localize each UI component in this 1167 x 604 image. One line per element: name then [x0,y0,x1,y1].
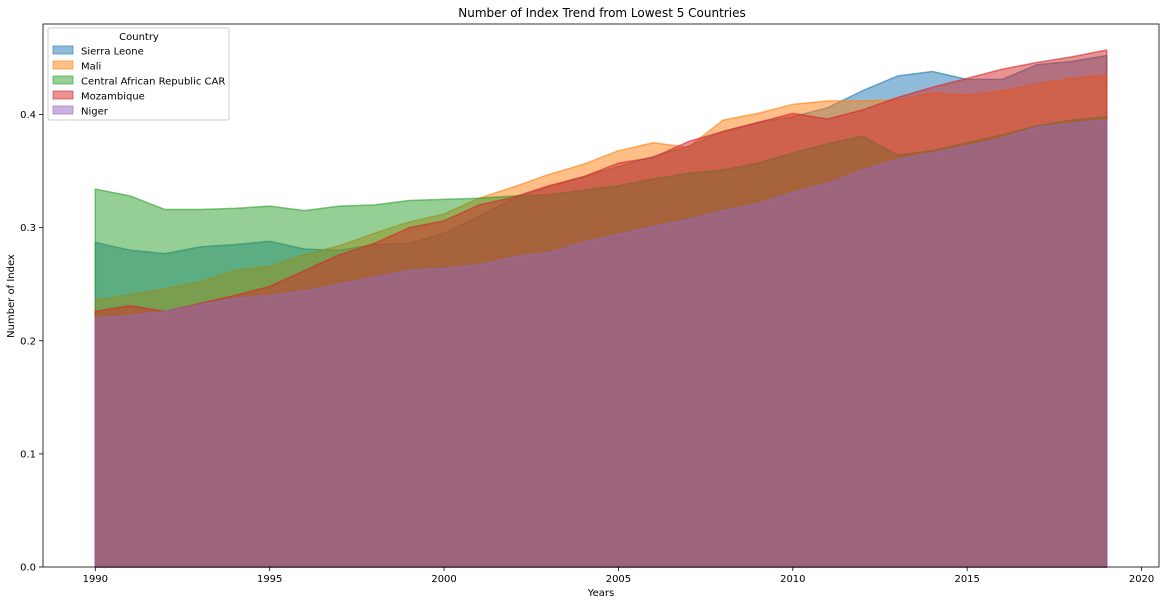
series-areas [94,49,1108,568]
x-tick-label: 2000 [431,574,456,585]
y-axis: 0.0 0.1 0.2 0.3 0.4 [20,110,43,574]
x-axis: 1990 1995 2000 2005 2010 2015 2020 [83,567,1154,585]
y-tick-label: 0.3 [20,223,36,234]
legend-label-sierra-leone: Sierra Leone [81,47,144,58]
y-tick-label: 0.0 [20,563,36,574]
legend-swatch-niger [52,105,74,115]
x-tick-label: 2020 [1129,574,1154,585]
legend-swatch-central-african-republic-car [52,75,74,85]
area-niger [94,119,1108,568]
legend-label-niger: Niger [81,107,109,118]
y-axis-label: Number of Index [6,254,17,338]
legend-frame [47,27,230,121]
x-tick-label: 1990 [83,574,108,585]
x-tick-label: 2015 [954,574,979,585]
legend-title: Country [119,32,159,43]
x-tick-label: 2005 [606,574,631,585]
chart-title: Number of Index Trend from Lowest 5 Coun… [458,6,745,20]
x-tick-label: 2010 [780,574,805,585]
y-tick-label: 0.2 [20,336,36,347]
y-tick-label: 0.1 [20,449,36,460]
legend-label-central-african-republic-car: Central African Republic CAR [81,77,225,88]
legend-label-mozambique: Mozambique [81,92,145,103]
legend-swatch-mali [52,60,74,70]
legend-swatch-sierra-leone [52,45,74,55]
y-tick-label: 0.4 [20,110,36,121]
plot-frame [42,23,1160,568]
legend: Country Sierra Leone Mali Central African … [47,27,230,121]
x-axis-label: Years [587,588,614,599]
legend-swatch-mozambique [52,90,74,100]
x-tick-label: 1995 [257,574,282,585]
legend-label-mali: Mali [81,62,101,73]
